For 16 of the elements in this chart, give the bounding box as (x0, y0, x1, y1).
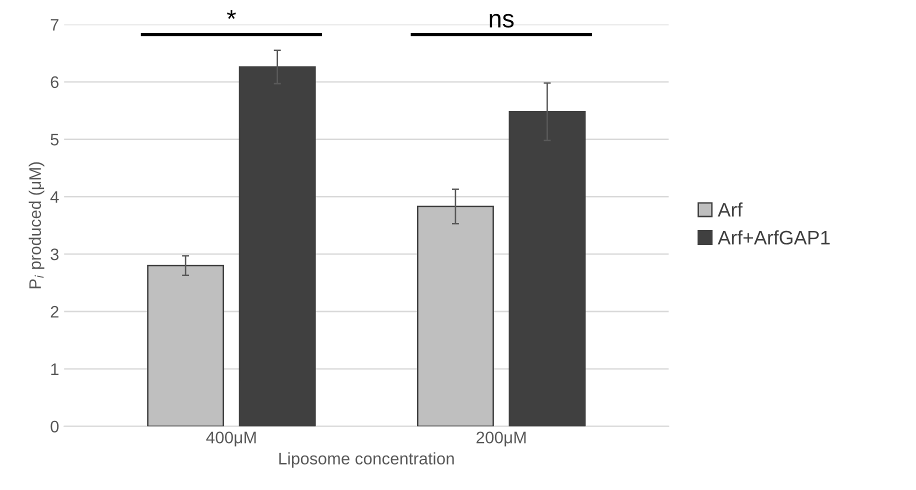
x-tick-label: 400μM (206, 432, 256, 446)
y-tick-label: 6 (50, 76, 59, 88)
legend-label: Arf (718, 202, 743, 217)
y-tick-label: 1 (51, 363, 58, 375)
y-tick-label: 7 (50, 19, 58, 31)
legend-label: Arf+ArfGAP1 (718, 230, 830, 245)
y-tick-label: 5 (50, 134, 59, 146)
annotation: ns (490, 14, 514, 28)
y-tick-label: 0 (50, 420, 59, 433)
text: * (226, 10, 236, 19)
y-tick-label: 2 (50, 306, 58, 318)
x-axis-title: Liposome concentration (279, 452, 454, 468)
y-axis-title: P$_{i}$ produced (μM) (28, 162, 44, 288)
y-tick-label: 4 (50, 191, 59, 203)
x-tick-label: 200μM (476, 432, 526, 446)
y-tick-label: 3 (50, 248, 59, 260)
